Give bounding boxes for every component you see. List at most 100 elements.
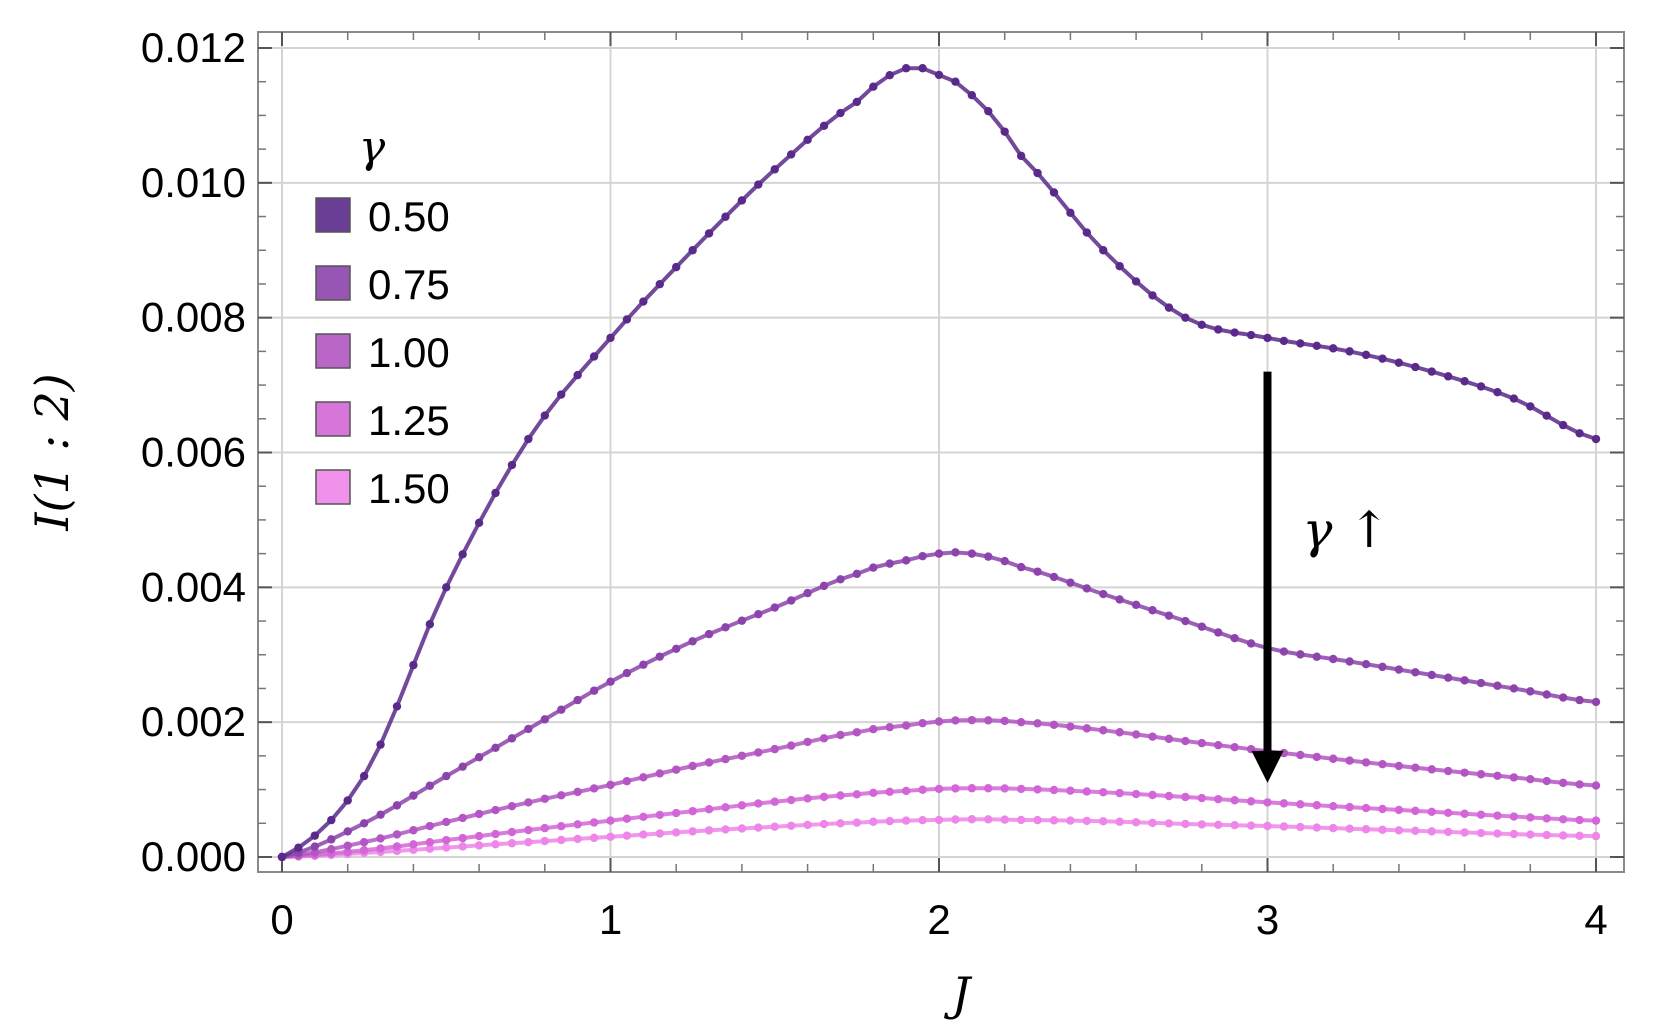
legend-title: γ	[359, 122, 386, 173]
data-point	[573, 787, 582, 797]
data-point	[1016, 784, 1026, 794]
y-tick-label: 0.006	[141, 429, 246, 476]
data-point	[425, 620, 435, 629]
data-point	[540, 823, 549, 833]
data-point	[704, 629, 714, 639]
data-point	[540, 411, 549, 420]
data-point	[1066, 816, 1075, 825]
data-point	[1312, 823, 1321, 832]
data-point	[1411, 806, 1420, 816]
data-point	[458, 762, 467, 771]
data-point	[1263, 821, 1272, 831]
data-point	[327, 815, 336, 825]
data-point	[836, 730, 845, 740]
data-point	[786, 795, 796, 805]
data-point	[573, 820, 582, 829]
data-point	[622, 668, 632, 678]
x-tick-label: 2	[927, 896, 950, 943]
data-point	[1329, 801, 1338, 811]
data-point	[392, 830, 402, 839]
data-point	[1591, 697, 1601, 707]
legend-swatch	[315, 401, 351, 437]
data-point	[819, 792, 829, 802]
data-point	[1526, 813, 1535, 822]
data-point	[359, 771, 369, 781]
data-point	[1361, 659, 1371, 669]
data-point	[1197, 320, 1207, 330]
data-point	[1279, 822, 1289, 831]
data-point	[474, 753, 484, 762]
data-point	[655, 279, 664, 289]
data-point	[885, 559, 894, 568]
data-point	[1214, 628, 1223, 637]
y-axis-label: I(1 : 2)	[25, 373, 79, 531]
data-point	[1361, 825, 1371, 834]
data-point	[672, 644, 681, 654]
data-point	[1443, 827, 1453, 837]
data-point	[1296, 800, 1305, 809]
data-point	[1427, 827, 1436, 836]
data-point	[1476, 810, 1486, 819]
data-point	[869, 817, 878, 826]
data-point	[1312, 801, 1321, 810]
data-point	[1493, 681, 1502, 690]
data-point	[688, 246, 697, 255]
legend-label: 0.50	[368, 193, 450, 240]
data-point	[1575, 831, 1584, 841]
data-point	[606, 832, 615, 841]
data-point	[803, 737, 812, 747]
data-point	[1509, 394, 1519, 403]
data-point	[1099, 726, 1108, 735]
legend: γ 0.50 0.75 1.00 1.25 1.50	[315, 122, 450, 512]
data-point	[376, 844, 385, 853]
data-point	[655, 829, 664, 838]
data-point	[1214, 820, 1223, 829]
data-point	[639, 830, 648, 839]
data-point	[869, 724, 878, 734]
data-point	[967, 549, 977, 558]
data-point	[754, 609, 763, 619]
data-point	[1443, 808, 1453, 817]
y-tick-label: 0.002	[141, 698, 246, 745]
data-point	[967, 784, 977, 793]
data-point	[803, 135, 812, 144]
data-point	[458, 842, 467, 851]
ticks: 0 1 2 3 4 0.000 0.002 0.004 0.006 0.008 0.010 0.012	[141, 24, 1624, 943]
data-point	[1345, 802, 1354, 812]
data-point	[1476, 828, 1486, 838]
data-point	[1575, 695, 1584, 705]
data-point	[343, 796, 352, 805]
data-point	[589, 833, 599, 843]
data-point	[491, 829, 500, 839]
data-point	[425, 781, 435, 790]
data-point	[852, 97, 862, 107]
data-point	[474, 831, 484, 841]
data-point	[1000, 127, 1009, 136]
data-point	[1279, 336, 1289, 346]
data-point	[1082, 816, 1092, 826]
data-point	[310, 842, 320, 851]
data-point	[474, 841, 484, 850]
data-point	[1164, 611, 1174, 620]
data-point	[869, 788, 878, 798]
data-point	[1115, 817, 1124, 826]
data-point	[737, 616, 747, 625]
data-point	[1509, 684, 1519, 693]
data-point	[819, 819, 829, 829]
data-point	[606, 780, 615, 790]
data-point	[1411, 763, 1420, 772]
data-point	[606, 816, 615, 825]
data-point	[1329, 754, 1338, 763]
data-point	[1542, 814, 1551, 823]
data-point	[1476, 770, 1486, 779]
data-point	[606, 677, 615, 686]
data-point	[1033, 168, 1042, 178]
y-tick-label: 0.000	[141, 833, 246, 880]
data-point	[1000, 716, 1009, 726]
data-point	[343, 827, 352, 836]
data-point	[967, 90, 977, 100]
data-point	[474, 518, 484, 528]
data-point	[1411, 362, 1420, 372]
data-point	[458, 550, 467, 559]
